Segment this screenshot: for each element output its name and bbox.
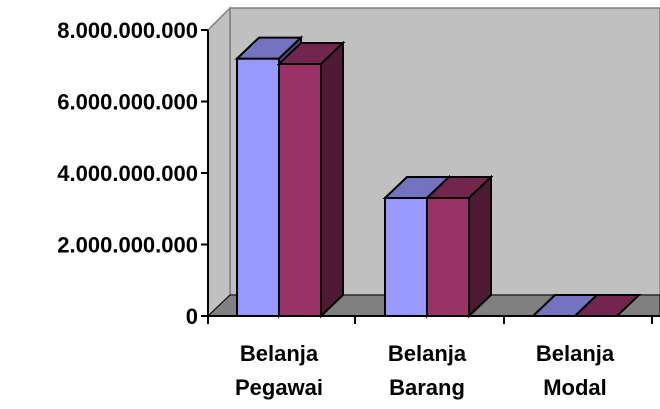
bar-front (236, 57, 280, 317)
x-category-label: Modal (543, 375, 607, 400)
y-tick-label: 2.000.000.000 (57, 233, 198, 258)
bar (572, 294, 642, 317)
x-category-label: Barang (389, 375, 465, 400)
bar-front (384, 197, 428, 317)
bar (276, 40, 346, 319)
y-axis-ticks: 0 2.000.000.000 4.000.000.000 6.000.000.000… (57, 18, 208, 329)
x-category-label: Belanja (388, 341, 467, 366)
x-axis-categories: Belanja Pegawai Belanja Barang Belanja Modal (207, 316, 653, 400)
y-tick-label: 4.000.000.000 (57, 161, 198, 186)
bar-side (320, 40, 344, 319)
x-category-label: Belanja (536, 341, 615, 366)
x-category-label: Belanja (240, 341, 319, 366)
bar-side (468, 174, 492, 319)
y-tick-label: 6.000.000.000 (57, 90, 198, 115)
bar-top (572, 294, 642, 317)
bar-front (278, 62, 322, 318)
chart-side-wall (207, 6, 231, 318)
chart-bars (234, 35, 642, 319)
y-tick-label: 0 (186, 304, 198, 329)
bar (424, 174, 494, 319)
bar-front (426, 197, 470, 317)
x-category-label: Pegawai (235, 375, 323, 400)
y-tick-label: 8.000.000.000 (57, 18, 198, 43)
